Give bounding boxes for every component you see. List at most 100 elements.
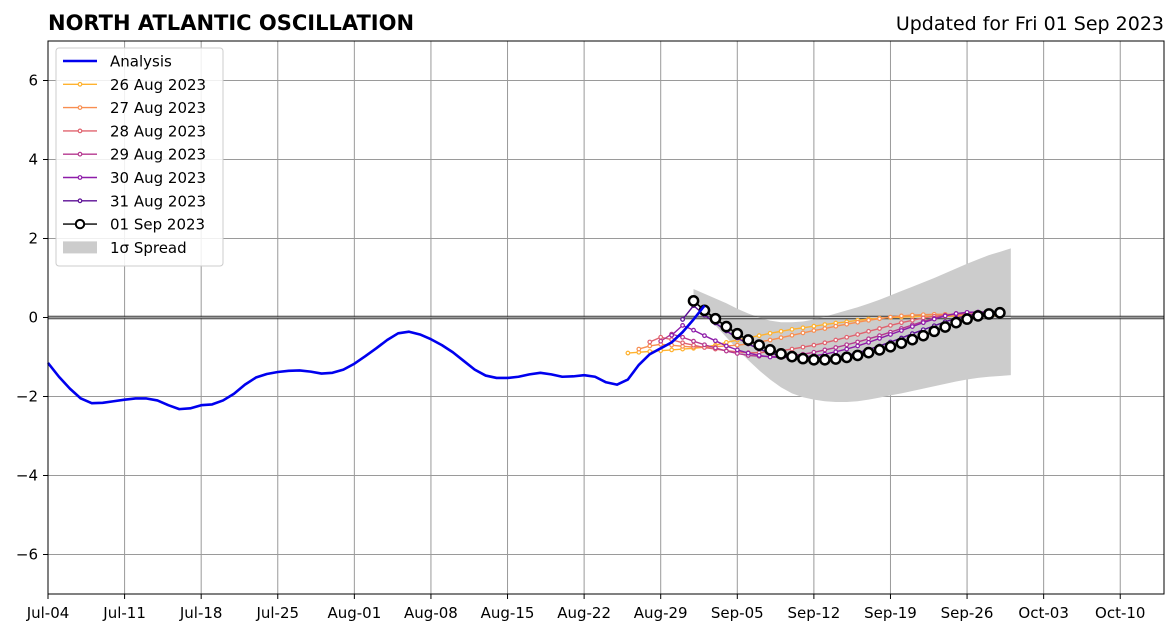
legend-swatch-marker	[77, 81, 83, 87]
forecast-point	[756, 353, 762, 358]
forecast-point	[811, 323, 817, 329]
forecast-point	[866, 317, 871, 323]
forecast-point	[840, 351, 853, 364]
forecast-point	[877, 336, 882, 341]
forecast-point	[920, 320, 926, 326]
forecast-point	[844, 346, 850, 352]
forecast-point	[950, 316, 962, 329]
x-tick-label: Aug-01	[327, 604, 381, 622]
y-tick-label: −6	[16, 546, 38, 564]
forecast-point	[687, 295, 700, 307]
forecast-point	[800, 325, 806, 331]
forecast-point	[909, 317, 915, 323]
x-tick-label: Sep-12	[787, 604, 840, 622]
forecast-point	[669, 347, 675, 353]
forecast-point	[680, 317, 685, 322]
forecast-point	[658, 338, 664, 344]
forecast-point	[786, 350, 798, 363]
forecast-point	[942, 313, 948, 319]
forecast-point	[855, 339, 861, 345]
forecast-point	[906, 333, 919, 346]
legend-swatch-marker	[77, 128, 83, 134]
forecast-point	[808, 353, 820, 366]
forecast-point	[917, 329, 930, 342]
forecast-point	[713, 345, 718, 351]
x-tick-label: Aug-22	[557, 604, 611, 622]
forecast-point	[877, 326, 882, 331]
forecast-point	[713, 338, 718, 344]
forecast-point	[994, 306, 1006, 319]
x-tick-label: Sep-05	[711, 604, 764, 622]
forecast-point	[789, 326, 795, 332]
forecast-point	[833, 337, 839, 343]
forecast-point	[723, 343, 729, 349]
forecast-point	[953, 311, 959, 316]
forecast-point	[862, 346, 875, 359]
forecast-point	[888, 323, 893, 328]
forecast-point	[723, 348, 729, 354]
y-tick-label: −4	[16, 467, 38, 485]
forecast-point	[709, 312, 722, 325]
y-tick-label: 0	[28, 309, 38, 327]
legend-label: 27 Aug 2023	[110, 99, 206, 117]
forecast-point	[822, 340, 828, 346]
forecast-point	[775, 347, 787, 360]
y-tick-label: 4	[28, 151, 38, 169]
y-tick-label: −2	[16, 388, 38, 406]
forecast-point	[833, 345, 839, 350]
spread-layer	[693, 248, 1011, 403]
series-layer	[46, 295, 1006, 411]
forecast-point	[753, 339, 766, 351]
x-tick-label: Jul-11	[102, 604, 146, 622]
legend-label: 28 Aug 2023	[110, 122, 206, 140]
spread-band	[693, 248, 1011, 403]
forecast-point	[778, 335, 784, 341]
forecast-point	[844, 342, 850, 348]
forecast-point	[734, 342, 740, 348]
forecast-point	[811, 328, 817, 333]
legend-swatch-marker	[77, 151, 83, 157]
legend-label: 1σ Spread	[110, 239, 187, 257]
forecast-point	[931, 316, 937, 322]
forecast-point	[745, 350, 751, 356]
forecast-point	[866, 328, 871, 334]
forecast-point	[972, 310, 984, 322]
forecast-point	[855, 343, 861, 349]
forecast-point	[731, 327, 744, 340]
forecast-point	[983, 308, 995, 320]
forecast-point	[797, 352, 809, 365]
legend-swatch-marker	[77, 198, 83, 204]
x-tick-label: Jul-25	[255, 604, 299, 622]
forecast-point	[866, 339, 871, 345]
forecast-point	[734, 347, 740, 353]
legend-label: 26 Aug 2023	[110, 76, 206, 94]
legend-label: 29 Aug 2023	[110, 146, 206, 164]
y-tick-label: 6	[28, 72, 38, 90]
legend-swatch-marker	[74, 218, 86, 230]
forecast-point	[691, 342, 696, 348]
forecast-point	[833, 323, 839, 329]
forecast-point	[764, 344, 776, 356]
forecast-point	[800, 344, 806, 350]
forecast-point	[669, 332, 675, 338]
forecast-point	[811, 342, 817, 348]
y-tick-label: 2	[28, 230, 38, 248]
forecast-point	[822, 322, 828, 328]
forecast-point	[888, 332, 893, 337]
legend-box	[55, 47, 224, 267]
forecast-point	[647, 343, 653, 349]
legend-swatch-marker	[77, 105, 83, 110]
forecast-point	[844, 321, 850, 327]
forecast-point	[767, 337, 773, 343]
x-tick-label: Oct-10	[1095, 604, 1145, 622]
forecast-point	[680, 323, 685, 328]
forecast-point	[636, 346, 642, 352]
forecast-point	[742, 334, 755, 346]
forecast-point	[939, 321, 952, 333]
forecast-point	[800, 330, 806, 336]
forecast-point	[778, 328, 784, 334]
forecast-point	[625, 350, 631, 356]
legend: Analysis 26 Aug 2023 27 Aug 2023 28 Aug 202…	[55, 47, 224, 267]
forecast-point	[702, 342, 707, 348]
forecast-point	[658, 334, 664, 340]
